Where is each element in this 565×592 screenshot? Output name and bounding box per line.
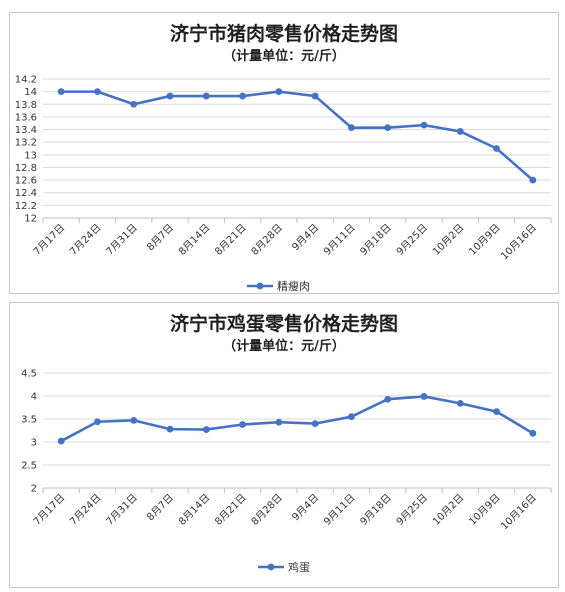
y-tick-label: 12.4 [15,188,37,199]
data-point [166,92,174,100]
x-tick-label: 9月25日 [394,492,430,528]
y-tick-label: 14 [24,87,37,98]
y-tick-label: 12.2 [15,201,37,212]
data-point [384,395,392,403]
data-point [166,425,174,433]
y-tick-label: 12.8 [15,163,37,174]
x-tick-label: 9月11日 [321,492,357,528]
x-tick-label: 8月21日 [213,492,249,528]
y-tick-label: 13.2 [15,138,37,149]
x-tick-label: 8月21日 [213,222,249,258]
x-tick-label: 10月16日 [498,492,539,533]
data-point [94,418,101,426]
data-point [94,88,101,96]
data-point [311,92,319,100]
x-tick-label: 10月9日 [467,222,503,258]
x-tick-label: 10月16日 [498,222,539,263]
y-tick-label: 3.5 [21,415,37,426]
x-tick-label: 10月9日 [467,492,503,528]
x-tick-label: 8月14日 [176,492,212,528]
x-tick-label: 7月31日 [104,492,140,528]
data-point [57,88,65,96]
data-point [311,420,319,427]
data-point [420,393,428,400]
y-tick-label: 12 [24,214,37,225]
legend-label: 精瘦肉 [277,279,310,293]
y-tick-label: 3 [31,438,37,449]
x-tick-label: 8月28日 [249,222,285,258]
chart-title: 济宁市猪肉零售价格走势图 [169,23,398,45]
y-tick-label: 4.5 [21,369,37,380]
y-tick-label: 2 [31,484,37,495]
data-point [57,437,65,445]
data-point [529,176,537,184]
pork-chart-panel: 济宁市猪肉零售价格走势图 （计量单位：元/斤） 12 12.2 12.4 12.6 12… [9,12,559,294]
egg-chart-svg: 2 2.5 3 3.5 4 4.5 7月17日 7月24日 7月31日 8月7日 8月14日 8月21… [21,369,552,574]
x-tick-label: 7月31日 [104,222,140,258]
chart-title: 济宁市鸡蛋零售价格走势图 [169,313,398,335]
y-tick-label: 12.6 [15,176,37,187]
data-point [130,100,138,108]
chart-subtitle: （计量单位：元/斤） [223,339,345,354]
data-point [456,128,464,135]
y-tick-label: 4 [31,392,37,403]
data-point [275,88,283,96]
y-tick-label: 14.2 [15,75,37,86]
y-tick-label: 13.4 [15,125,37,136]
x-tick-label: 9月18日 [358,492,394,528]
x-tick-label: 7月17日 [31,222,67,258]
x-tick-label: 7月24日 [67,222,103,258]
x-tick-label: 9月25日 [394,222,430,258]
series-line [60,395,534,443]
legend-swatch-marker [256,282,264,290]
data-point [202,426,210,433]
x-tick-label: 8月7日 [144,492,176,524]
y-tick-label: 2.5 [21,461,37,472]
series-line [61,90,534,182]
x-tick-label: 7月17日 [31,492,67,528]
legend-label: 鸡蛋 [288,560,310,574]
x-tick-label: 9月11日 [321,222,357,258]
data-point [275,418,283,426]
x-tick-label: 10月2日 [430,222,466,258]
data-point [239,421,246,428]
data-point [420,121,428,129]
data-point [493,408,500,416]
x-tick-label: 8月14日 [176,222,212,258]
data-point [529,429,537,437]
data-point [239,92,246,100]
chart-subtitle: （计量单位：元/斤） [223,49,345,64]
data-point [348,124,355,132]
x-tick-label: 10月2日 [430,492,466,528]
data-point [348,413,355,421]
y-tick-label: 13.8 [15,100,37,111]
x-tick-label: 7月24日 [67,492,103,528]
legend-swatch-marker [267,563,275,571]
x-tick-label: 9月4日 [290,222,322,254]
data-point [202,92,210,100]
y-tick-label: 13 [24,150,37,161]
x-tick-label: 8月7日 [144,222,176,254]
data-point [456,399,464,407]
egg-chart-panel: 济宁市鸡蛋零售价格走势图 （计量单位：元/斤） 2 2.5 3 3.5 4 4.5 7月17… [9,302,559,588]
x-tick-label: 9月18日 [358,222,394,258]
y-tick-label: 13.6 [15,112,37,123]
data-point [384,124,392,132]
data-point [493,145,500,152]
data-point [130,416,138,424]
x-tick-label: 8月28日 [249,492,285,528]
x-tick-label: 9月4日 [290,492,322,524]
